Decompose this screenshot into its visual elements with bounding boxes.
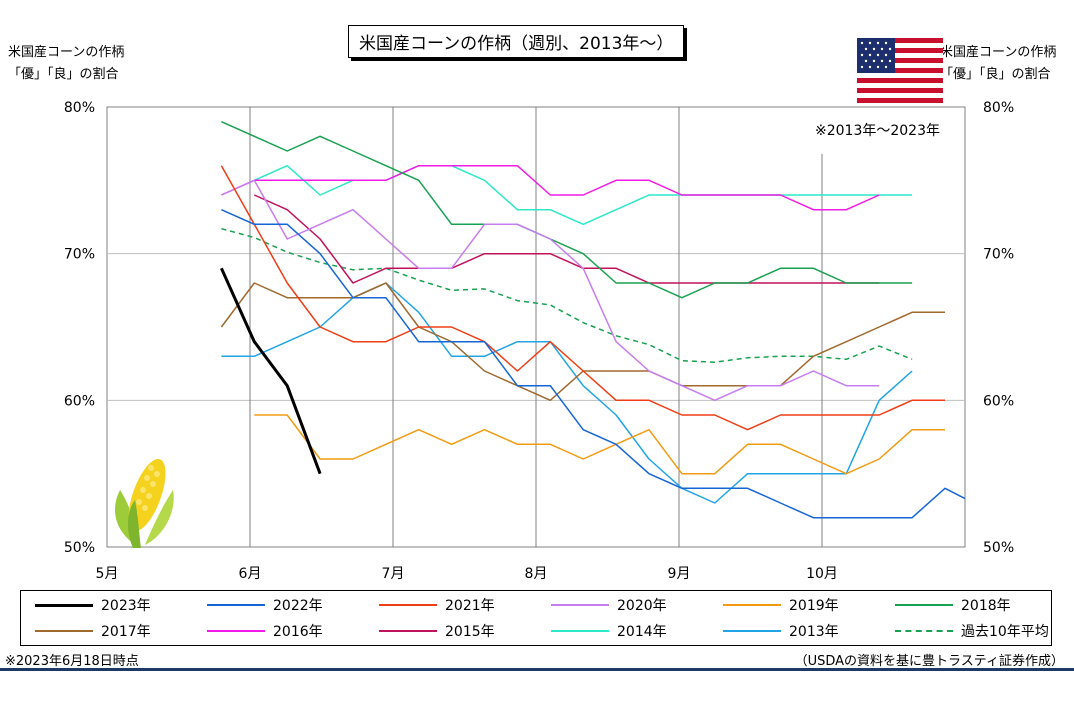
legend-label: 2019年 xyxy=(789,598,839,614)
y-axis-right-title-line2: 「優」「良」の割合 xyxy=(940,67,1051,82)
y-tick-label-right: 80% xyxy=(983,100,1014,116)
legend-label: 2017年 xyxy=(101,624,151,640)
y-tick-label-right: 50% xyxy=(983,540,1014,556)
series-line-2023年 xyxy=(220,267,322,475)
y-tick-label-left: 80% xyxy=(64,100,95,116)
legend-swatch xyxy=(207,604,265,606)
series-line-2019年 xyxy=(254,414,945,475)
series-line-2021年 xyxy=(220,165,945,431)
legend-label: 2022年 xyxy=(273,598,323,614)
series-line-2018年 xyxy=(221,121,913,299)
legend-item: 2015年 xyxy=(379,619,495,643)
legend-swatch xyxy=(723,604,781,606)
legend-item: 2016年 xyxy=(207,619,323,643)
legend-label: 過去10年平均 xyxy=(961,624,1049,640)
footnote-source: （USDAの資料を基に豊トラスティ証券作成） xyxy=(794,654,1064,669)
bottom-rule xyxy=(0,668,1074,671)
footnote-date: ※2023年6月18日時点 xyxy=(5,654,139,669)
gridlines xyxy=(107,107,965,547)
legend-swatch xyxy=(379,630,437,632)
legend: 2023年 2022年 2021年 2020年 2019年 2018年 2017年 2016年… xyxy=(20,590,1052,646)
x-tick-label: 9月 xyxy=(668,566,691,582)
legend-swatch xyxy=(723,630,781,632)
series-line-過去10年平均 xyxy=(221,227,913,363)
x-tick-label: 10月 xyxy=(806,566,838,582)
y-axis-left: 80% 70% 60% 50% xyxy=(64,100,95,556)
legend-item: 過去10年平均 xyxy=(895,619,1049,643)
x-tick-label: 7月 xyxy=(382,566,405,582)
legend-label: 2023年 xyxy=(101,598,151,614)
series-lines xyxy=(220,121,966,519)
legend-swatch xyxy=(895,630,953,632)
x-tick-label: 8月 xyxy=(525,566,548,582)
series-line-2015年 xyxy=(253,194,880,284)
legend-item: 2022年 xyxy=(207,593,323,617)
series-line-2022年 xyxy=(221,209,966,519)
y-tick-label-right: 60% xyxy=(983,393,1014,409)
y-axis-left-title-line2: 「優」「良」の割合 xyxy=(8,67,119,82)
legend-item: 2017年 xyxy=(35,619,151,643)
legend-label: 2016年 xyxy=(273,624,323,640)
corn-icon xyxy=(115,458,174,548)
x-axis: 5月 6月 7月 8月 9月 10月 xyxy=(96,566,838,582)
legend-item: 2020年 xyxy=(551,593,667,617)
y-tick-label-left: 50% xyxy=(64,540,95,556)
y-axis-right-title: 米国産コーンの作柄 「優」「良」の割合 xyxy=(940,42,1056,86)
legend-swatch xyxy=(551,630,609,632)
legend-label: 2020年 xyxy=(617,598,667,614)
y-tick-label-left: 60% xyxy=(64,393,95,409)
legend-item: 2021年 xyxy=(379,593,495,617)
chart-title: 米国産コーンの作柄（週別、2013年～） xyxy=(348,25,685,58)
legend-item: 2023年 xyxy=(35,593,151,617)
legend-swatch xyxy=(207,630,265,632)
legend-label: 2013年 xyxy=(789,624,839,640)
legend-item: 2013年 xyxy=(723,619,839,643)
legend-item: 2019年 xyxy=(723,593,839,617)
legend-item: 2018年 xyxy=(895,593,1011,617)
x-tick-label: 5月 xyxy=(96,566,119,582)
chart-canvas: 80% 70% 60% 50% 80% 70% 60% 50% 5月 6月 7月 8月 9月 10月 xyxy=(64,100,1014,582)
x-tick-label: 6月 xyxy=(239,566,262,582)
legend-swatch xyxy=(379,604,437,606)
y-tick-label-left: 70% xyxy=(64,247,95,263)
legend-swatch xyxy=(895,604,953,606)
series-line-2013年 xyxy=(221,282,913,504)
legend-label: 2014年 xyxy=(617,624,667,640)
legend-swatch xyxy=(551,604,609,606)
us-flag-icon xyxy=(857,38,943,103)
legend-label: 2018年 xyxy=(961,598,1011,614)
y-tick-label-right: 70% xyxy=(983,247,1014,263)
y-axis-right-title-line1: 米国産コーンの作柄 xyxy=(940,45,1057,60)
legend-label: 2015年 xyxy=(445,624,495,640)
y-axis-left-title-line1: 米国産コーンの作柄 xyxy=(8,45,125,60)
note-period: ※2013年～2023年 xyxy=(815,123,940,139)
legend-label: 2021年 xyxy=(445,598,495,614)
series-line-2020年 xyxy=(221,179,880,402)
y-axis-left-title: 米国産コーンの作柄 「優」「良」の割合 xyxy=(8,42,124,86)
legend-item: 2014年 xyxy=(551,619,667,643)
legend-swatch xyxy=(35,603,93,607)
y-axis-right: 80% 70% 60% 50% xyxy=(983,100,1014,556)
legend-swatch xyxy=(35,630,93,632)
series-line-2016年 xyxy=(221,164,880,211)
